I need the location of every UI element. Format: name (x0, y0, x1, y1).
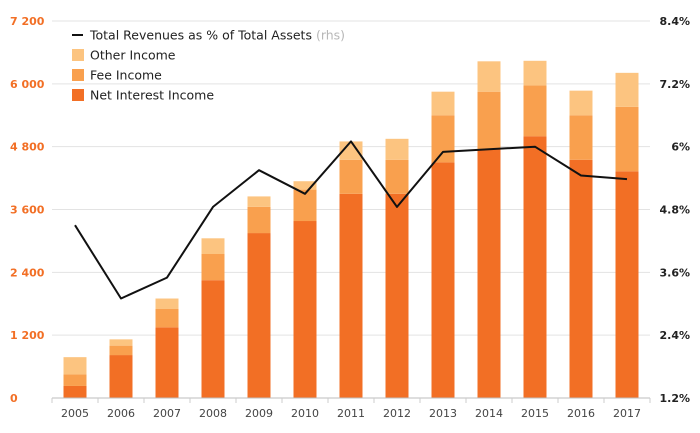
bar-fee-income (339, 159, 363, 194)
y-left-tick-label: 1 200 (10, 329, 45, 342)
bar-fee-income (155, 308, 179, 328)
bar-net-interest-income (293, 221, 317, 398)
bar-net-interest-income (247, 233, 271, 398)
bar-other-income (293, 181, 317, 190)
bar-net-interest-income (155, 327, 179, 398)
bar-fee-income (201, 254, 225, 281)
x-tick-label: 2009 (245, 407, 273, 420)
x-tick-label: 2013 (429, 407, 457, 420)
bar-fee-income (109, 345, 133, 356)
x-tick-label: 2016 (567, 407, 595, 420)
bar-net-interest-income (523, 136, 547, 398)
bar-other-income (523, 60, 547, 86)
legend-label: Other Income (90, 48, 176, 63)
legend-label: Net Interest Income (90, 88, 214, 103)
bar-fee-income (569, 115, 593, 160)
legend-swatch (72, 89, 84, 101)
y-left-tick-label: 2 400 (10, 266, 45, 279)
axes: 0 1.2% 1 200 2.4% 2 400 3.6% 3 600 4.8% 4 800 6% 6… (10, 15, 690, 420)
x-tick-label: 2008 (199, 407, 227, 420)
bar-other-income (339, 141, 363, 160)
bar-other-income (431, 91, 455, 116)
x-tick-label: 2006 (107, 407, 135, 420)
legend-swatch (72, 49, 84, 61)
bar-net-interest-income (339, 193, 363, 398)
bar-other-income (109, 339, 133, 346)
bar-net-interest-income (615, 171, 639, 398)
bar-fee-income (477, 91, 501, 150)
y-left-tick-label: 6 000 (10, 78, 45, 91)
legend-label-line: Total Revenues as % of Total Assets (rhs… (89, 28, 345, 43)
y-right-tick-label: 1.2% (659, 392, 690, 405)
bar-net-interest-income (431, 162, 455, 398)
x-tick-label: 2015 (521, 407, 549, 420)
bar-net-interest-income (201, 280, 225, 398)
legend-line-name: Total Revenues as % of Total Assets (89, 28, 316, 43)
bar-net-interest-income (477, 149, 501, 398)
x-tick-label: 2017 (613, 407, 641, 420)
y-left-tick-label: 7 200 (10, 15, 45, 28)
x-tick-label: 2005 (61, 407, 89, 420)
y-left-tick-label: 0 (10, 392, 18, 405)
bar-other-income (477, 61, 501, 92)
bar-net-interest-income (569, 159, 593, 398)
bar-other-income (569, 90, 593, 116)
legend-swatch (72, 69, 84, 81)
x-tick-label: 2014 (475, 407, 503, 420)
bar-fee-income (63, 374, 87, 386)
y-right-tick-label: 8.4% (659, 15, 690, 28)
x-tick-label: 2012 (383, 407, 411, 420)
bar-other-income (615, 72, 639, 107)
bar-net-interest-income (385, 193, 409, 398)
bar-other-income (247, 196, 271, 207)
bar-fee-income (293, 189, 317, 222)
bar-fee-income (247, 206, 271, 234)
y-right-tick-label: 4.8% (659, 204, 690, 217)
y-right-tick-label: 2.4% (659, 329, 690, 342)
y-right-tick-label: 3.6% (659, 266, 690, 279)
bars (63, 60, 639, 398)
bar-other-income (155, 298, 179, 309)
legend: Total Revenues as % of Total Assets (rhs… (72, 28, 345, 103)
legend-label: Fee Income (90, 68, 162, 83)
x-tick-label: 2010 (291, 407, 319, 420)
revenue-ratio-line-group (74, 140, 628, 300)
y-left-tick-label: 4 800 (10, 141, 45, 154)
y-right-tick-label: 7.2% (659, 78, 690, 91)
bar-other-income (201, 238, 225, 255)
bar-other-income (385, 138, 409, 160)
bar-fee-income (385, 159, 409, 194)
y-right-tick-label: 6% (671, 141, 690, 154)
bar-other-income (63, 357, 87, 375)
bar-fee-income (615, 106, 639, 172)
x-tick-label: 2007 (153, 407, 181, 420)
x-tick-label: 2011 (337, 407, 365, 420)
bar-net-interest-income (63, 385, 87, 398)
bar-net-interest-income (109, 355, 133, 398)
bar-fee-income (431, 115, 455, 163)
y-left-tick-label: 3 600 (10, 204, 45, 217)
bar-fee-income (523, 85, 547, 137)
revenue-ratio-line (74, 140, 628, 300)
legend-line-suffix: (rhs) (316, 28, 345, 43)
